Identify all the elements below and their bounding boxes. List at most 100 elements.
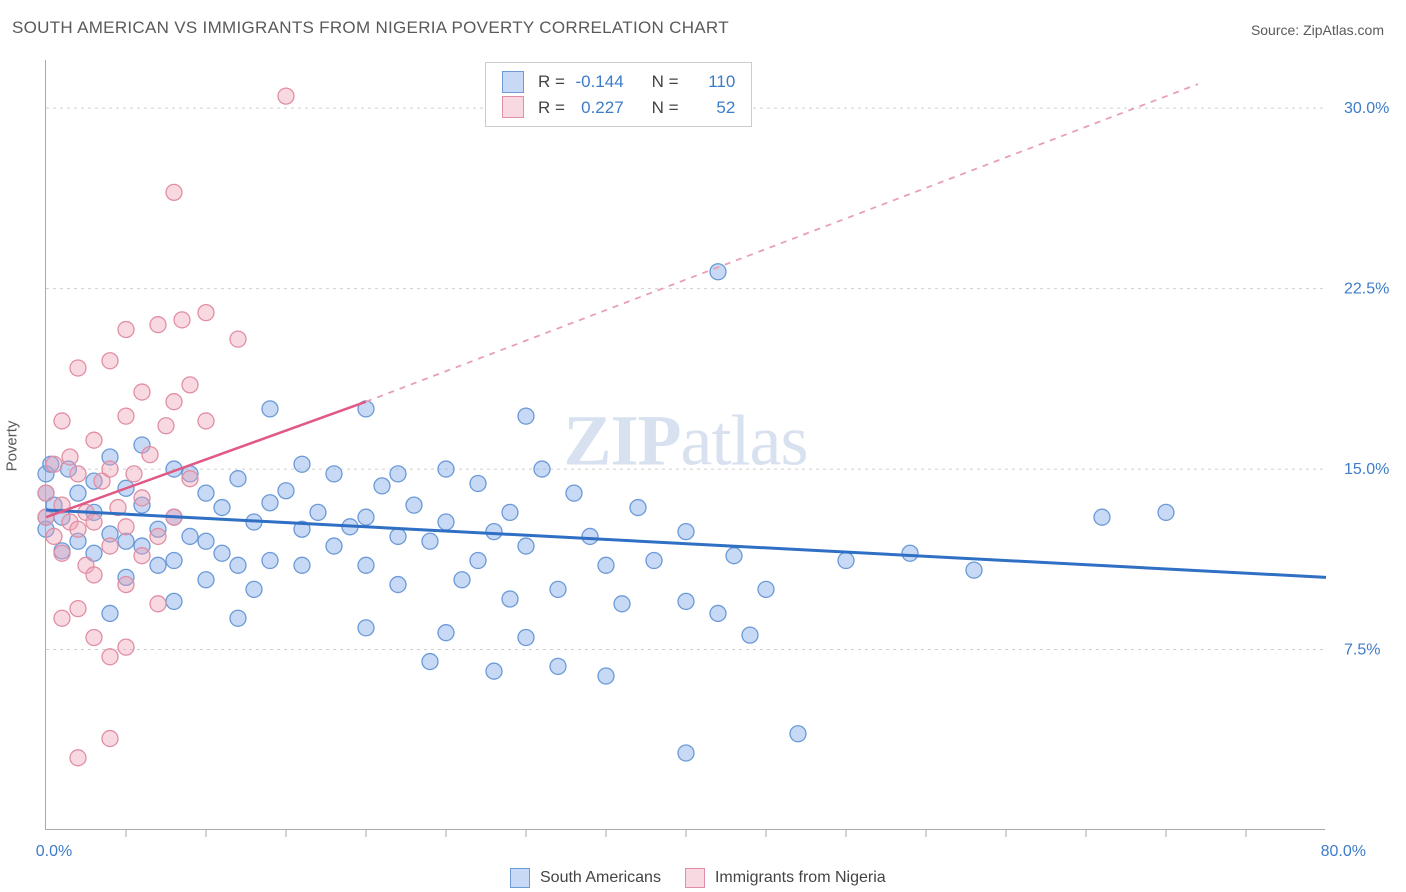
data-point-series-0	[454, 572, 470, 588]
chart-title: SOUTH AMERICAN VS IMMIGRANTS FROM NIGERI…	[12, 18, 729, 38]
data-point-series-0	[598, 557, 614, 573]
stats-box: R = -0.144 N = 110 R = 0.227 N = 52	[485, 62, 752, 127]
data-point-series-0	[390, 577, 406, 593]
data-point-series-0	[214, 545, 230, 561]
data-point-series-0	[518, 408, 534, 424]
data-point-series-1	[166, 394, 182, 410]
regression-line-1-dash	[366, 84, 1198, 402]
data-point-series-1	[62, 449, 78, 465]
stats-r-label-0: R =	[538, 72, 565, 91]
data-point-series-0	[374, 478, 390, 494]
y-axis-label: Poverty	[4, 421, 21, 472]
data-point-series-1	[102, 461, 118, 477]
data-point-series-1	[134, 384, 150, 400]
x-tick-label-right: 80.0%	[1321, 843, 1366, 860]
data-point-series-0	[326, 538, 342, 554]
data-point-series-0	[742, 627, 758, 643]
data-point-series-0	[198, 485, 214, 501]
x-tick-label-left: 0.0%	[36, 843, 72, 860]
legend-swatch-1	[685, 868, 705, 888]
data-point-series-0	[518, 630, 534, 646]
data-point-series-1	[118, 322, 134, 338]
data-point-series-1	[150, 317, 166, 333]
data-point-series-1	[278, 88, 294, 104]
data-point-series-0	[838, 553, 854, 569]
data-point-series-0	[438, 625, 454, 641]
data-point-series-0	[230, 610, 246, 626]
stats-r-1: 0.227	[572, 95, 624, 121]
data-point-series-1	[70, 750, 86, 766]
data-point-series-1	[118, 577, 134, 593]
data-point-series-1	[86, 567, 102, 583]
data-point-series-0	[1094, 509, 1110, 525]
data-point-series-0	[550, 581, 566, 597]
data-point-series-0	[678, 745, 694, 761]
data-point-series-1	[118, 408, 134, 424]
data-point-series-1	[102, 353, 118, 369]
data-point-series-1	[182, 377, 198, 393]
data-point-series-0	[518, 538, 534, 554]
legend-label-0: South Americans	[540, 869, 661, 887]
data-point-series-0	[262, 401, 278, 417]
data-point-series-1	[118, 639, 134, 655]
data-point-series-0	[390, 466, 406, 482]
data-point-series-0	[438, 514, 454, 530]
data-point-series-1	[118, 519, 134, 535]
data-point-series-0	[310, 504, 326, 520]
y-tick-label: 30.0%	[1344, 100, 1389, 117]
data-point-series-1	[86, 630, 102, 646]
data-point-series-0	[102, 605, 118, 621]
data-point-series-1	[198, 413, 214, 429]
data-point-series-1	[174, 312, 190, 328]
data-point-series-0	[710, 605, 726, 621]
data-point-series-1	[54, 610, 70, 626]
data-point-series-0	[150, 557, 166, 573]
data-point-series-1	[150, 528, 166, 544]
data-point-series-0	[486, 524, 502, 540]
data-point-series-1	[38, 485, 54, 501]
data-point-series-0	[198, 533, 214, 549]
data-point-series-1	[70, 466, 86, 482]
data-point-series-0	[406, 497, 422, 513]
plot-area: ZIPatlas 7.5%15.0%22.5%30.0%0.0%80.0%	[45, 60, 1325, 830]
data-point-series-0	[630, 500, 646, 516]
data-point-series-0	[470, 553, 486, 569]
legend-item-1: Immigrants from Nigeria	[685, 868, 886, 888]
data-point-series-0	[198, 572, 214, 588]
data-point-series-1	[46, 456, 62, 472]
data-point-series-1	[70, 601, 86, 617]
stats-row-1: R = 0.227 N = 52	[502, 95, 735, 121]
data-point-series-0	[534, 461, 550, 477]
data-point-series-0	[790, 726, 806, 742]
data-point-series-0	[710, 264, 726, 280]
stats-n-label-0: N =	[652, 72, 679, 91]
data-point-series-0	[262, 495, 278, 511]
y-tick-label: 15.0%	[1344, 461, 1389, 478]
data-point-series-0	[1158, 504, 1174, 520]
data-point-series-0	[390, 528, 406, 544]
data-point-series-1	[166, 184, 182, 200]
chart-source: Source: ZipAtlas.com	[1251, 22, 1384, 38]
stats-swatch-0	[502, 71, 524, 93]
data-point-series-0	[726, 548, 742, 564]
data-point-series-0	[166, 593, 182, 609]
stats-r-0: -0.144	[572, 69, 624, 95]
data-point-series-0	[598, 668, 614, 684]
bottom-legend: South Americans Immigrants from Nigeria	[510, 868, 886, 888]
data-point-series-1	[70, 360, 86, 376]
data-point-series-0	[614, 596, 630, 612]
data-point-series-0	[678, 593, 694, 609]
data-point-series-0	[358, 557, 374, 573]
data-point-series-1	[86, 432, 102, 448]
data-point-series-0	[550, 658, 566, 674]
data-point-series-0	[566, 485, 582, 501]
data-point-series-1	[158, 418, 174, 434]
data-point-series-1	[134, 490, 150, 506]
data-point-series-0	[166, 553, 182, 569]
stats-n-1: 52	[683, 95, 735, 121]
data-point-series-1	[150, 596, 166, 612]
data-point-series-0	[502, 504, 518, 520]
data-point-series-0	[294, 456, 310, 472]
data-point-series-0	[70, 485, 86, 501]
data-point-series-0	[246, 581, 262, 597]
